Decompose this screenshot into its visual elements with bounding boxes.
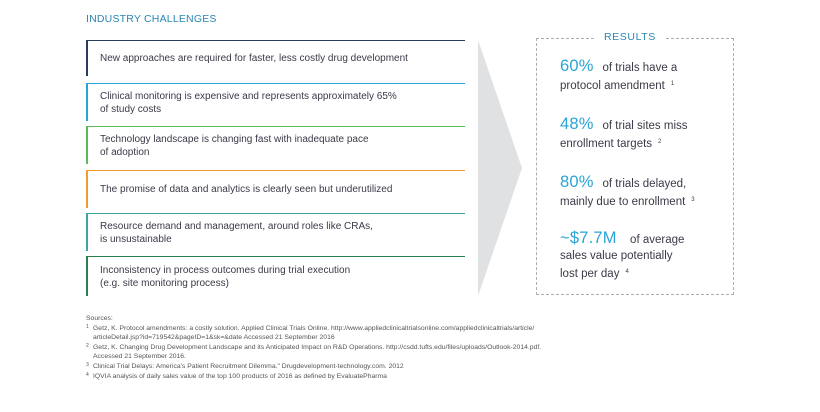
source-text-line1: Getz, K. Changing Drug Development Lands… xyxy=(93,343,542,351)
sources-section: Sources: 1 Getz, K. Protocol amendments:… xyxy=(86,314,766,381)
challenge-text-line1: Clinical monitoring is expensive and rep… xyxy=(100,90,397,102)
challenge-text-line2: of study costs xyxy=(100,103,162,115)
source-number: 4 xyxy=(86,371,89,378)
challenge-text: The promise of data and analytics is cle… xyxy=(100,184,393,195)
result-value: 48% xyxy=(560,115,594,133)
source-item: 1 Getz, K. Protocol amendments: a costly… xyxy=(86,324,766,343)
challenge-data-analytics: The promise of data and analytics is cle… xyxy=(86,170,465,208)
source-text-line1: Clinical Trial Delays: America's Patient… xyxy=(93,362,404,370)
challenge-drug-development: New approaches are required for faster, … xyxy=(86,40,465,76)
chevron-arrow-icon xyxy=(478,40,522,296)
result-text-line1: of trial sites miss xyxy=(602,120,688,132)
result-text-line2: protocol amendment xyxy=(560,80,665,92)
result-sales-value-lost: ~$7.7M of average sales value potentiall… xyxy=(560,229,730,282)
footnote-ref: 3 xyxy=(691,197,695,203)
source-text-line1: IQVIA analysis of daily sales value of t… xyxy=(93,372,387,380)
challenge-resource-demand: Resource demand and management, around r… xyxy=(86,213,465,251)
challenge-clinical-monitoring: Clinical monitoring is expensive and rep… xyxy=(86,83,465,121)
source-number: 1 xyxy=(86,323,89,330)
footnote-ref: 2 xyxy=(658,139,662,145)
result-text-line2: mainly due to enrollment xyxy=(560,196,686,208)
result-text-line2: enrollment targets xyxy=(560,138,653,150)
result-text-line2: sales value potentially xyxy=(560,250,673,262)
challenge-text-line1: Technology landscape is changing fast wi… xyxy=(100,133,369,145)
result-value: 80% xyxy=(560,173,594,191)
result-protocol-amendment: 60% of trials have a protocol amendment 1 xyxy=(560,57,730,94)
source-item: 4 IQVIA analysis of daily sales value of… xyxy=(86,372,766,382)
results-label: RESULTS xyxy=(596,31,664,43)
challenge-text-line1: Resource demand and management, around r… xyxy=(100,220,373,232)
challenge-text-line2: (e.g. site monitoring process) xyxy=(100,277,229,289)
source-item: 2 Getz, K. Changing Drug Development Lan… xyxy=(86,343,766,362)
footnote-ref: 4 xyxy=(625,269,629,275)
result-enrollment-targets: 48% of trial sites miss enrollment targe… xyxy=(560,115,730,152)
source-number: 3 xyxy=(86,361,89,368)
source-text-line2: articleDetail.jsp?id=719542&pageID=1&sk=… xyxy=(93,334,335,342)
challenge-text-line1: Inconsistency in process outcomes during… xyxy=(100,264,351,276)
footnote-ref: 1 xyxy=(670,81,675,87)
result-value: ~$7.7M xyxy=(560,229,617,247)
result-text-line1: of average xyxy=(630,234,685,246)
result-value: 60% xyxy=(560,57,594,75)
result-text-line1: of trials delayed, xyxy=(602,178,687,190)
challenge-inconsistency: Inconsistency in process outcomes during… xyxy=(86,256,465,296)
challenge-text-line2: is unsustainable xyxy=(100,233,172,245)
source-item: 3 Clinical Trial Delays: America's Patie… xyxy=(86,362,766,372)
section-title: INDUSTRY CHALLENGES xyxy=(86,13,217,25)
result-trials-delayed: 80% of trials delayed, mainly due to enr… xyxy=(560,173,730,210)
challenge-technology-landscape: Technology landscape is changing fast wi… xyxy=(86,126,465,164)
sources-title: Sources: xyxy=(86,315,113,322)
source-text-line1: Getz, K. Protocol amendments: a costly s… xyxy=(93,324,535,332)
result-text-line1: of trials have a xyxy=(602,62,678,74)
challenge-text-line2: of adoption xyxy=(100,146,150,158)
challenge-text: New approaches are required for faster, … xyxy=(100,53,408,64)
result-text-line3: lost per day xyxy=(560,268,620,280)
source-number: 2 xyxy=(86,342,89,349)
source-text-line2: Accessed 21 September 2016. xyxy=(93,353,186,361)
